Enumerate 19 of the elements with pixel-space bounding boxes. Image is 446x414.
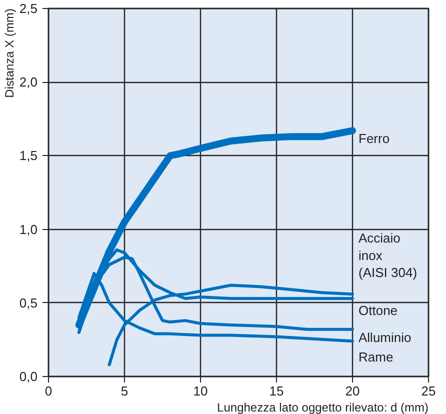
y-tick-label: 0,5 [19, 295, 38, 310]
series-label: Ferro [358, 131, 390, 146]
series-label: Rame [358, 350, 394, 365]
y-tick-label: 1,5 [19, 148, 38, 164]
x-tick-label: 20 [345, 384, 360, 398]
y-tick-label: 2,5 [19, 1, 38, 16]
x-tick-label: 15 [269, 384, 284, 398]
y-tick-label: 1,0 [19, 222, 38, 237]
y-tick-label: 0,0 [19, 369, 38, 384]
series-label: Alluminio [358, 330, 412, 345]
x-tick-label: 25 [421, 384, 436, 398]
y-axis-title: Distanza X (mm) [2, 8, 16, 98]
x-tick-label: 5 [120, 384, 128, 398]
x-axis-title: Lunghezza lato oggetto rilevato: d (mm) [217, 400, 429, 414]
x-tick-label: 10 [193, 384, 208, 398]
y-tick-label: 2,0 [19, 74, 38, 90]
series-label: Acciaio inox (AISI 304) [358, 230, 418, 280]
x-tick-label: 0 [44, 384, 52, 398]
series-label: Ottone [358, 302, 398, 318]
